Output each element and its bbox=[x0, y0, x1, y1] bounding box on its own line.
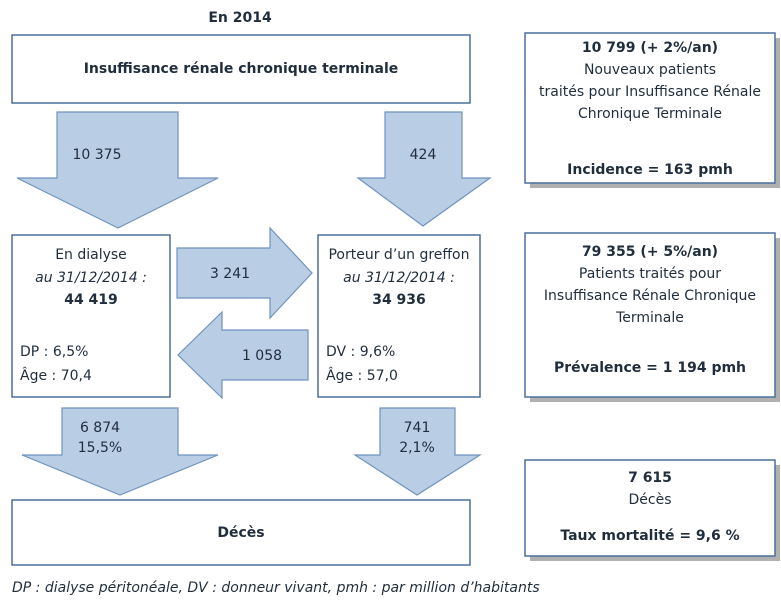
arrow-label: 1 058 bbox=[242, 348, 282, 364]
dialysis-dp: DP : 6,5% bbox=[20, 344, 88, 360]
dialysis-count: 44 419 bbox=[64, 292, 118, 308]
title: En 2014 bbox=[208, 10, 272, 26]
arrow-label: 6 874 bbox=[80, 420, 120, 436]
panel-line: Décès bbox=[629, 492, 672, 508]
top-box bbox=[11, 34, 471, 104]
panel-line: Insuffisance Rénale Chronique bbox=[544, 288, 756, 304]
arrow bbox=[16, 111, 219, 229]
arrow-label: 2,1% bbox=[399, 440, 435, 456]
panel-headline: 7 615 bbox=[628, 470, 672, 486]
top-box-label: Insuffisance rénale chronique terminale bbox=[84, 61, 399, 77]
dialysis-box bbox=[11, 234, 171, 398]
deaths-label: Décès bbox=[217, 525, 264, 541]
side-panels: 10 799 (+ 2%/an) Nouveaux patients traités… bbox=[539, 40, 761, 544]
mortality-box bbox=[524, 459, 776, 557]
panel-line: Chronique Terminale bbox=[578, 106, 722, 122]
panel-line: Terminale bbox=[615, 310, 684, 326]
arrow-label: 741 bbox=[404, 420, 431, 436]
panel-headline: 79 355 (+ 5%/an) bbox=[582, 244, 718, 260]
arrow-label: 424 bbox=[410, 147, 437, 163]
arrow bbox=[352, 407, 483, 496]
panel-rate: Incidence = 163 pmh bbox=[567, 162, 733, 178]
panel-rate: Taux mortalité = 9,6 % bbox=[560, 528, 739, 544]
panel-rate: Prévalence = 1 194 pmh bbox=[554, 360, 746, 376]
prevalence-box bbox=[524, 232, 776, 398]
transplant-box bbox=[317, 234, 481, 398]
arrow bbox=[177, 310, 309, 400]
transplant-label: Porteur d’un greffon bbox=[328, 247, 469, 263]
arrow-label: 15,5% bbox=[78, 440, 122, 456]
panel-line: Nouveaux patients bbox=[584, 62, 716, 78]
arrow bbox=[21, 407, 219, 496]
panel-line: Patients traités pour bbox=[579, 266, 721, 282]
panel-headline: 10 799 (+ 2%/an) bbox=[582, 40, 718, 56]
incidence-box bbox=[524, 32, 776, 184]
transplant-date: au 31/12/2014 : bbox=[343, 270, 455, 286]
arrow-label: 3 241 bbox=[210, 266, 250, 282]
transplant-age: Âge : 57,0 bbox=[326, 366, 398, 384]
deaths-box bbox=[11, 499, 471, 566]
panel-line: traités pour Insuffisance Rénale bbox=[539, 84, 761, 100]
transplant-dv: DV : 9,6% bbox=[326, 344, 395, 360]
arrow-label: 10 375 bbox=[73, 147, 122, 163]
arrow bbox=[356, 111, 492, 227]
transplant-count: 34 936 bbox=[372, 292, 426, 308]
dialysis-label: En dialyse bbox=[55, 247, 127, 263]
dialysis-date: au 31/12/2014 : bbox=[35, 270, 147, 286]
footnote: DP : dialyse péritonéale, DV : donneur v… bbox=[12, 580, 540, 596]
dialysis-age: Âge : 70,4 bbox=[20, 366, 92, 384]
arrow bbox=[176, 226, 313, 320]
